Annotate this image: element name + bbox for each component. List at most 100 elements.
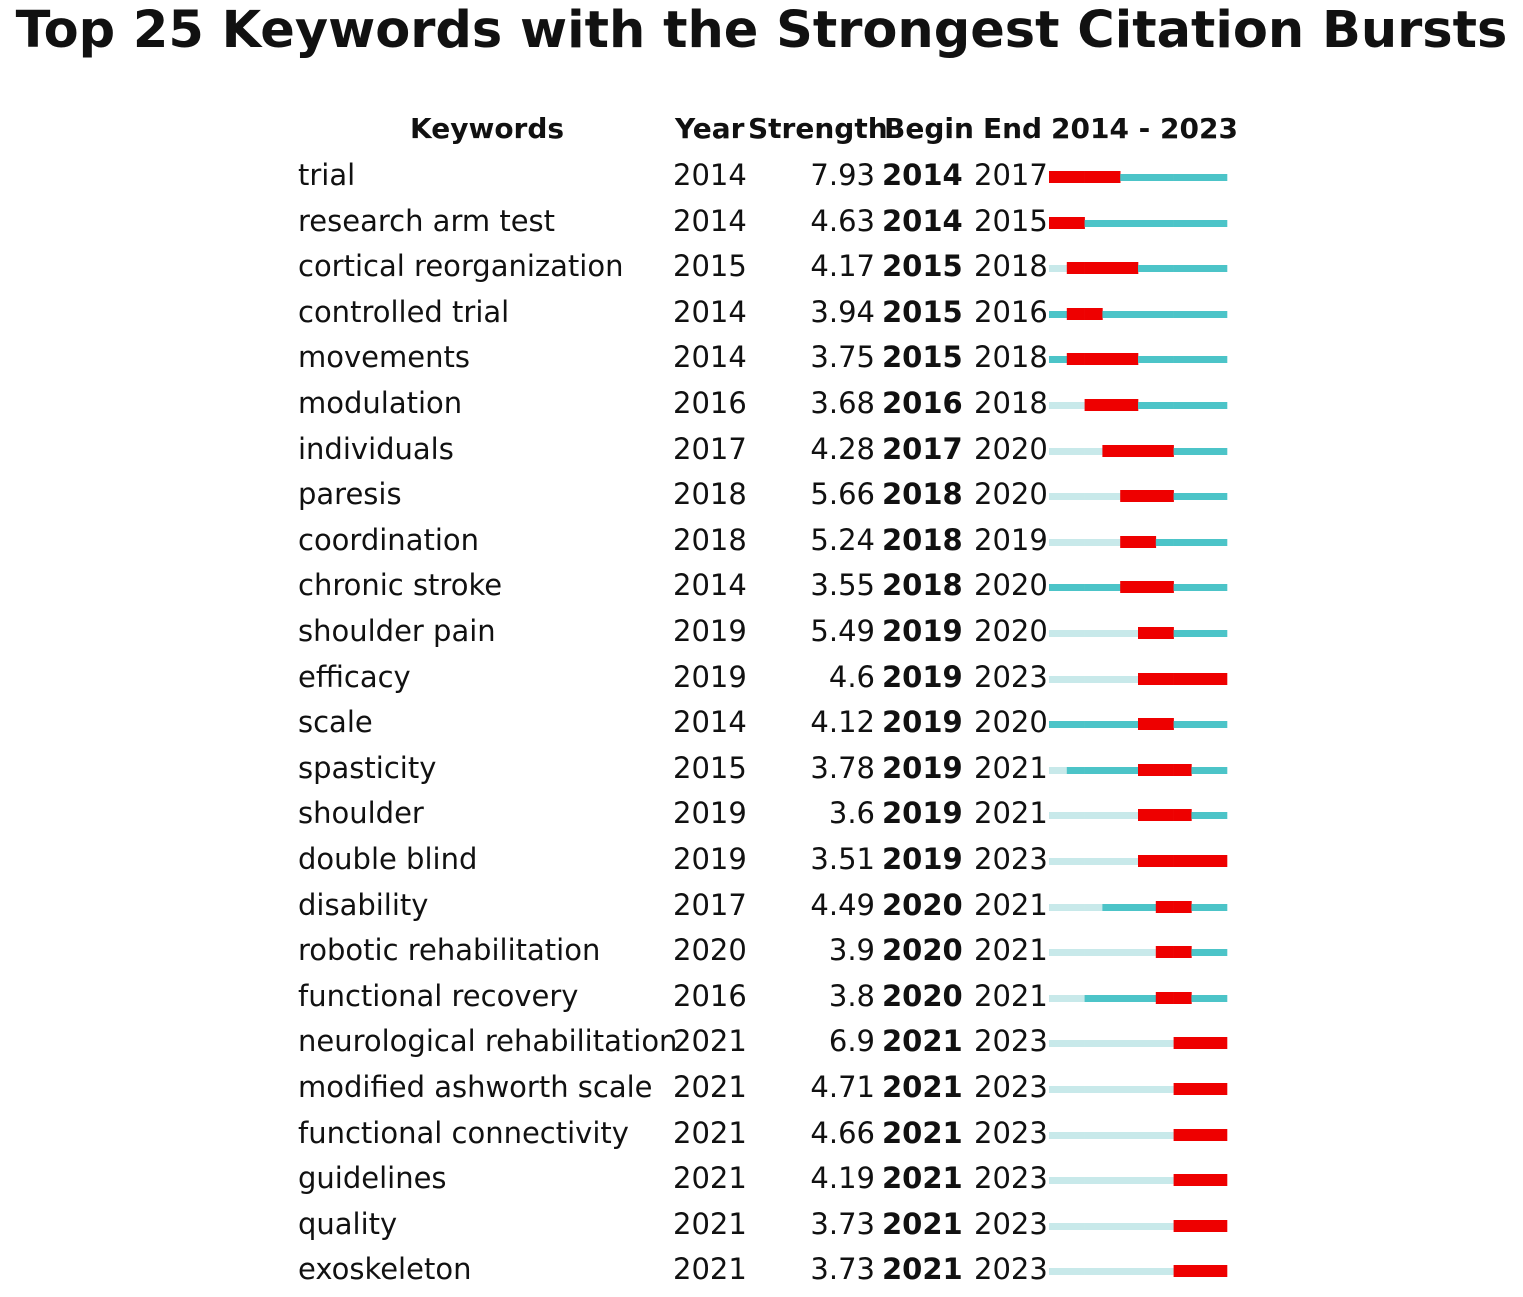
- year-value: 2021: [673, 1070, 747, 1104]
- keyword-label: guidelines: [298, 1161, 447, 1196]
- active-segment: [1173, 402, 1192, 409]
- active-segment: [1209, 174, 1228, 181]
- begin-year: 2018: [882, 477, 963, 512]
- burst-segment: [1138, 581, 1157, 594]
- inactive-segment: [1049, 675, 1068, 683]
- table-row: guidelines 2021 4.19 2021 2023: [0, 1161, 1523, 1206]
- burst-segment: [1209, 855, 1228, 867]
- year-value: 2020: [673, 933, 747, 968]
- burst-segment: [1066, 353, 1085, 366]
- table-row: functional connectivity 2021 4.66 2021 2023: [0, 1116, 1523, 1161]
- year-value: 2018: [673, 477, 747, 512]
- table-row: chronic stroke 2014 3.55 2018 2020: [0, 568, 1523, 613]
- inactive-segment: [1084, 1177, 1103, 1185]
- active-segment: [1191, 721, 1210, 729]
- active-segment: [1155, 219, 1174, 227]
- begin-year: 2021: [882, 1161, 963, 1196]
- inactive-segment: [1066, 1222, 1085, 1230]
- year-value: 2021: [673, 1024, 747, 1059]
- burst-segment: [1138, 718, 1157, 731]
- active-segment: [1102, 903, 1121, 911]
- inactive-segment: [1138, 1177, 1157, 1185]
- strength-value: 3.73: [810, 1206, 875, 1241]
- strength-value: 3.51: [810, 842, 875, 876]
- burst-segment: [1173, 946, 1192, 959]
- burst-segment: [1102, 262, 1121, 275]
- keyword-label: modulation: [298, 386, 463, 420]
- end-year: 2023: [974, 1161, 1048, 1196]
- inactive-segment: [1049, 447, 1068, 455]
- year-value: 2014: [673, 203, 747, 238]
- burst-timeline: [1049, 718, 1228, 731]
- burst-timeline: [1049, 171, 1228, 183]
- inactive-segment: [1049, 858, 1068, 865]
- table-row: controlled trial 2014 3.94 2015 2016: [0, 295, 1523, 340]
- active-segment: [1209, 812, 1228, 820]
- table-row: shoulder 2019 3.6 2019 2021: [0, 796, 1523, 841]
- active-segment: [1209, 265, 1228, 273]
- active-segment: [1209, 219, 1228, 227]
- active-segment: [1191, 630, 1210, 637]
- end-year: 2015: [974, 203, 1048, 238]
- burst-segment: [1155, 763, 1174, 776]
- inactive-segment: [1049, 903, 1068, 911]
- inactive-segment: [1066, 630, 1085, 637]
- strength-value: 5.24: [810, 522, 875, 557]
- active-segment: [1084, 584, 1103, 592]
- keyword-label: individuals: [298, 431, 454, 466]
- burst-segment: [1120, 399, 1139, 411]
- burst-segment: [1120, 262, 1139, 275]
- active-segment: [1084, 721, 1103, 729]
- active-segment: [1102, 994, 1121, 1002]
- burst-segment: [1173, 1174, 1192, 1187]
- inactive-segment: [1049, 1086, 1068, 1093]
- inactive-segment: [1102, 812, 1121, 820]
- inactive-segment: [1120, 812, 1139, 820]
- end-year: 2020: [974, 568, 1048, 603]
- keyword-label: research arm test: [298, 203, 556, 238]
- strength-value: 4.6: [828, 659, 875, 694]
- inactive-segment: [1049, 1040, 1068, 1048]
- active-segment: [1120, 310, 1139, 318]
- inactive-segment: [1049, 265, 1068, 273]
- active-segment: [1191, 766, 1210, 774]
- burst-segment: [1084, 353, 1103, 366]
- active-segment: [1209, 630, 1228, 637]
- active-segment: [1191, 949, 1210, 957]
- keyword-label: paresis: [298, 477, 402, 512]
- burst-timeline: [1049, 855, 1228, 867]
- active-segment: [1191, 493, 1210, 501]
- burst-segment: [1138, 855, 1157, 867]
- burst-timeline: [1049, 1083, 1228, 1095]
- inactive-segment: [1049, 1268, 1068, 1276]
- burst-segment: [1102, 399, 1121, 411]
- active-segment: [1066, 584, 1085, 592]
- burst-segment: [1155, 900, 1174, 913]
- burst-segment: [1155, 444, 1174, 457]
- burst-timeline: [1049, 809, 1228, 822]
- burst-segment: [1173, 900, 1192, 913]
- table-row: scale 2014 4.12 2019 2020: [0, 705, 1523, 750]
- keyword-label: scale: [298, 705, 373, 740]
- burst-segment: [1138, 763, 1157, 776]
- active-segment: [1102, 219, 1121, 227]
- strength-value: 4.19: [810, 1161, 875, 1196]
- keyword-label: cortical reorganization: [298, 249, 624, 284]
- burst-segment: [1155, 672, 1174, 685]
- active-segment: [1209, 310, 1228, 318]
- inactive-segment: [1066, 949, 1085, 957]
- active-segment: [1173, 493, 1192, 501]
- burst-segment: [1066, 262, 1085, 275]
- year-value: 2019: [673, 796, 747, 831]
- begin-year: 2018: [882, 522, 963, 557]
- begin-year: 2019: [882, 614, 963, 648]
- keyword-label: exoskeleton: [298, 1252, 472, 1287]
- end-year: 2018: [974, 386, 1048, 420]
- inactive-segment: [1102, 1040, 1121, 1048]
- table-row: modulation 2016 3.68 2016 2018: [0, 386, 1523, 431]
- inactive-segment: [1102, 1177, 1121, 1185]
- keyword-label: modified ashworth scale: [298, 1070, 653, 1104]
- active-segment: [1173, 630, 1192, 637]
- burst-segment: [1173, 991, 1192, 1004]
- begin-year: 2021: [882, 1115, 963, 1150]
